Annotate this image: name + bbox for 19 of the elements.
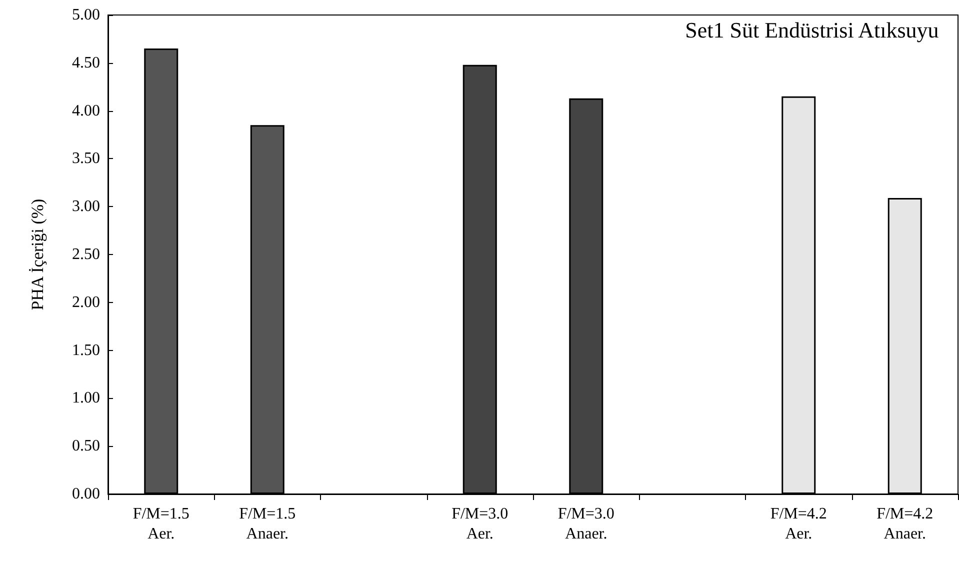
y-tick-label: 4.50 xyxy=(72,54,100,72)
x-tick-label: F/M=3.0 Anaer. xyxy=(558,506,614,542)
y-tick-label: 0.00 xyxy=(72,486,100,502)
y-tick-label: 3.00 xyxy=(72,198,100,216)
y-axis-title: PHA İçeriği (%) xyxy=(28,198,47,310)
y-tick-label: 2.50 xyxy=(72,246,100,263)
y-tick-label: 5.00 xyxy=(72,6,100,24)
y-tick-label: 1.50 xyxy=(72,342,100,359)
y-tick-label: 3.50 xyxy=(72,150,100,168)
x-tick-label: F/M=4.2 Anaer. xyxy=(876,506,934,542)
y-tick-label: 0.50 xyxy=(72,438,100,455)
y-tick-label: 1.00 xyxy=(72,390,100,407)
y-tick-label: 4.00 xyxy=(72,102,100,120)
x-tick-label: F/M=1.5 Anaer. xyxy=(239,506,296,542)
x-tick-label: F/M=4.2 Aer. xyxy=(770,506,827,542)
chart-title: Set1 Süt Endüstrisi Atıksuyu xyxy=(685,18,939,42)
x-tick-label: F/M=1.5 Aer. xyxy=(132,506,190,542)
x-tick-label: F/M=3.0 Aer. xyxy=(452,506,508,542)
y-tick-label: 2.00 xyxy=(72,294,100,311)
